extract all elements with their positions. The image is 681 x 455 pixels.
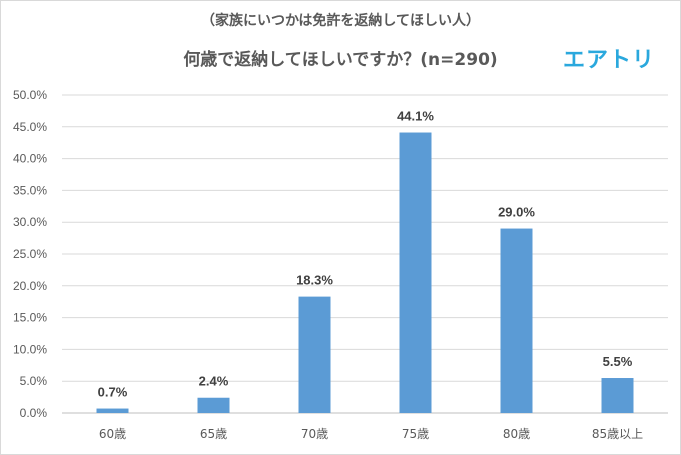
data-label: 18.3% [296, 273, 333, 288]
x-axis-categories: 60歳 65歳 70歳 75歳 80歳 85歳以上 [99, 427, 643, 441]
x-category-label: 70歳 [301, 427, 328, 441]
y-tick-label: 20.0% [13, 279, 47, 293]
data-label: 2.4% [199, 374, 229, 389]
y-tick-label: 50.0% [13, 88, 47, 102]
y-tick-label: 5.0% [20, 374, 48, 388]
x-category-label: 80歳 [503, 427, 530, 441]
y-tick-label: 10.0% [13, 342, 47, 356]
chart-subtitle: （家族にいつかは免許を返納してほしい人） [200, 13, 481, 29]
gridlines [62, 94, 668, 414]
x-category-label: 85歳以上 [592, 427, 643, 441]
x-category-label: 75歳 [402, 427, 429, 441]
bar [298, 296, 331, 413]
bar [500, 228, 533, 413]
y-tick-label: 25.0% [13, 247, 47, 261]
data-label: 44.1% [397, 109, 434, 124]
chart-title: 何歳で返納してほしいですか？(n=290) [183, 50, 498, 70]
bar [601, 378, 634, 413]
data-label: 0.7% [98, 385, 128, 400]
data-labels: 0.7% 2.4% 18.3% 44.1% 29.0% 5.5% [98, 109, 633, 400]
x-category-label: 65歳 [200, 427, 227, 441]
y-tick-label: 45.0% [13, 120, 47, 134]
data-label: 29.0% [498, 205, 535, 220]
bar [197, 397, 230, 413]
airtrip-logo: エアトリ [563, 48, 656, 73]
y-tick-label: 35.0% [13, 183, 47, 197]
y-tick-label: 40.0% [13, 152, 47, 166]
y-axis-ticks: 0.0% 5.0% 10.0% 15.0% 20.0% 25.0% 30.0% 35.0% 40… [13, 88, 47, 420]
data-label: 5.5% [603, 354, 633, 369]
bar [96, 408, 129, 413]
y-tick-label: 15.0% [13, 311, 47, 325]
bars [96, 132, 634, 414]
y-tick-label: 0.0% [20, 406, 48, 420]
x-category-label: 60歳 [99, 427, 126, 441]
bar [399, 132, 432, 414]
y-tick-label: 30.0% [13, 215, 47, 229]
